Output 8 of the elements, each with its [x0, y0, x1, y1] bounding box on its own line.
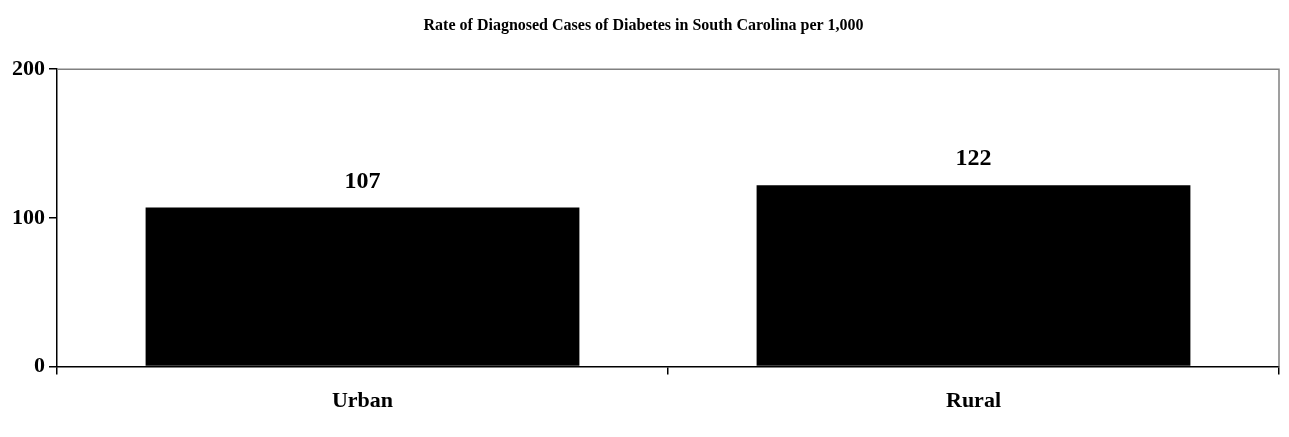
- y-tick-label: 0: [34, 352, 45, 378]
- y-tick-label: 200: [12, 54, 45, 80]
- data-label: 107: [344, 166, 381, 193]
- y-tick-label: 100: [12, 203, 45, 229]
- x-tick-label: Urban: [331, 387, 394, 413]
- x-tick-label: Rural: [946, 387, 1001, 413]
- data-label: 122: [955, 144, 992, 171]
- chart-title: Rate of Diagnosed Cases of Diabetes in South Carolina per 1,000: [423, 15, 864, 34]
